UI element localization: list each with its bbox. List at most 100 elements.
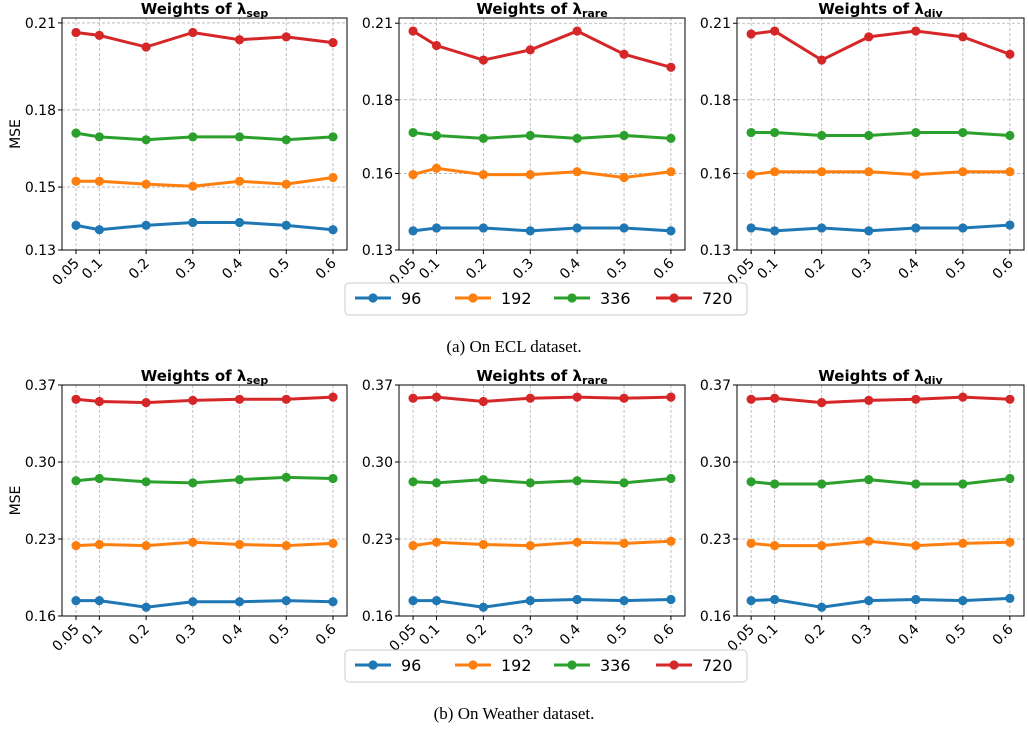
legend-label-192: 192 xyxy=(501,656,532,675)
data-point-720 xyxy=(141,42,151,52)
data-point-336 xyxy=(572,133,582,143)
data-point-96 xyxy=(94,225,104,235)
data-point-192 xyxy=(525,170,535,180)
x-tick-label: 0.1 xyxy=(79,256,106,283)
data-point-96 xyxy=(281,220,291,230)
data-point-720 xyxy=(572,392,582,402)
data-point-336 xyxy=(958,479,968,489)
data-point-96 xyxy=(408,226,418,236)
panel-ecl-rare: 0.130.160.180.210.050.1 0.2 0.3 0.4 0.5 0.6We… xyxy=(362,0,686,289)
data-point-192 xyxy=(71,541,81,551)
data-point-720 xyxy=(958,392,968,402)
legend-label-336: 336 xyxy=(600,656,631,675)
series-line-720 xyxy=(751,395,1010,405)
x-tick-label: 0.3 xyxy=(849,256,876,283)
x-tick-label: 0.2 xyxy=(801,622,828,649)
x-tick-label: 0.4 xyxy=(896,621,923,648)
data-point-192 xyxy=(864,536,874,546)
data-point-720 xyxy=(478,396,488,407)
data-point-336 xyxy=(911,479,921,489)
data-point-336 xyxy=(770,127,780,138)
legend-marker-720 xyxy=(669,293,679,303)
plot-frame xyxy=(61,17,348,251)
y-tick-label: 0.37 xyxy=(25,378,56,394)
data-point-720 xyxy=(619,393,629,403)
data-point-720 xyxy=(1005,49,1015,59)
x-tick-label: 0.3 xyxy=(510,256,537,283)
data-point-96 xyxy=(817,223,827,233)
data-point-720 xyxy=(911,26,921,36)
x-tick-label: 0.2 xyxy=(463,622,490,649)
data-point-192 xyxy=(958,167,968,177)
data-point-720 xyxy=(188,27,198,38)
y-tick-label: 0.15 xyxy=(25,180,56,196)
data-point-720 xyxy=(525,45,535,55)
series-line-96 xyxy=(412,226,672,233)
x-tick-label: 0.2 xyxy=(801,256,828,283)
data-point-96 xyxy=(71,596,81,606)
data-point-720 xyxy=(141,398,151,408)
x-tick-label: 0.5 xyxy=(604,256,631,283)
data-point-192 xyxy=(408,170,418,180)
data-point-336 xyxy=(666,133,676,143)
panel-title: Weights of λdiv xyxy=(818,0,943,20)
legend-label-720: 720 xyxy=(702,656,733,675)
data-point-336 xyxy=(619,130,629,141)
caption-ecl: (a) On ECL dataset. xyxy=(446,337,582,356)
y-tick-label: 0.13 xyxy=(25,243,56,259)
x-tick-label: 0.5 xyxy=(266,256,293,283)
data-point-336 xyxy=(525,478,535,488)
data-point-192 xyxy=(478,170,488,180)
data-point-192 xyxy=(281,179,291,189)
panel-weather-sep: 0.16 0.23 0.30 0.37 0.050.1 0.2 0.3 0.4 0.5 0.6 We… xyxy=(8,367,348,655)
data-point-192 xyxy=(234,176,245,186)
data-point-720 xyxy=(328,392,338,402)
data-point-96 xyxy=(770,226,780,236)
series-line-96 xyxy=(76,599,334,609)
data-point-96 xyxy=(188,597,198,607)
data-point-336 xyxy=(958,127,968,138)
data-point-336 xyxy=(71,128,81,138)
data-point-96 xyxy=(746,596,756,606)
data-point-720 xyxy=(408,26,418,36)
x-tick-label: 0.1 xyxy=(416,622,443,649)
data-point-336 xyxy=(188,478,198,488)
y-tick-label: 0.18 xyxy=(362,93,393,109)
x-tick-label: 0.1 xyxy=(416,256,443,283)
y-tick-label: 0.21 xyxy=(362,16,393,32)
data-point-192 xyxy=(770,541,780,551)
data-point-336 xyxy=(328,473,338,484)
data-point-192 xyxy=(864,167,874,177)
panel-ecl-sep: 0.13 0.15 0.18 0.21 0.050.1 0.2 0.3 0.4 0.5 0.6 We… xyxy=(8,0,348,289)
data-point-336 xyxy=(141,477,151,487)
legend-marker-96 xyxy=(368,293,378,303)
y-tick-label: 0.16 xyxy=(700,166,731,182)
y-tick-label: 0.18 xyxy=(25,103,56,119)
data-point-720 xyxy=(770,393,780,403)
data-point-336 xyxy=(281,472,291,482)
data-point-336 xyxy=(71,476,81,486)
plot-frame xyxy=(61,384,348,617)
data-point-192 xyxy=(817,541,827,551)
data-point-96 xyxy=(234,217,245,228)
data-point-336 xyxy=(188,132,198,142)
data-point-720 xyxy=(431,40,442,51)
series-line-192 xyxy=(76,176,334,188)
data-point-192 xyxy=(94,539,104,550)
data-point-336 xyxy=(770,479,780,489)
series-line-192 xyxy=(750,170,1010,177)
data-point-720 xyxy=(864,32,874,42)
y-tick-label: 0.37 xyxy=(700,378,731,394)
data-point-192 xyxy=(619,538,629,549)
data-point-96 xyxy=(408,596,418,606)
data-point-96 xyxy=(817,602,827,612)
data-point-96 xyxy=(431,596,442,606)
y-tick-label: 0.23 xyxy=(700,532,731,548)
data-point-336 xyxy=(94,473,104,484)
plot-frame xyxy=(736,384,1025,617)
panel-title: Weights of λrare xyxy=(476,367,607,387)
x-tick-label: 0.4 xyxy=(219,255,246,282)
data-point-96 xyxy=(281,596,291,606)
x-tick-label: 0.6 xyxy=(990,621,1017,648)
data-point-720 xyxy=(328,38,338,48)
